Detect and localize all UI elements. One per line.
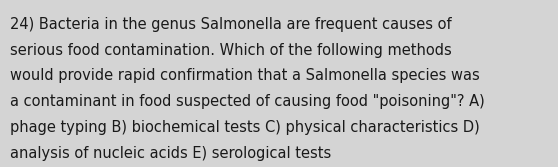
- Text: would provide rapid confirmation that a Salmonella species was: would provide rapid confirmation that a …: [10, 68, 480, 84]
- Text: analysis of nucleic acids E) serological tests: analysis of nucleic acids E) serological…: [10, 146, 331, 161]
- Text: phage typing B) biochemical tests C) physical characteristics D): phage typing B) biochemical tests C) phy…: [10, 120, 480, 135]
- Text: 24) Bacteria in the genus Salmonella are frequent causes of: 24) Bacteria in the genus Salmonella are…: [10, 17, 451, 32]
- Text: a contaminant in food suspected of causing food "poisoning"? A): a contaminant in food suspected of causi…: [10, 94, 485, 109]
- Text: serious food contamination. Which of the following methods: serious food contamination. Which of the…: [10, 43, 452, 58]
